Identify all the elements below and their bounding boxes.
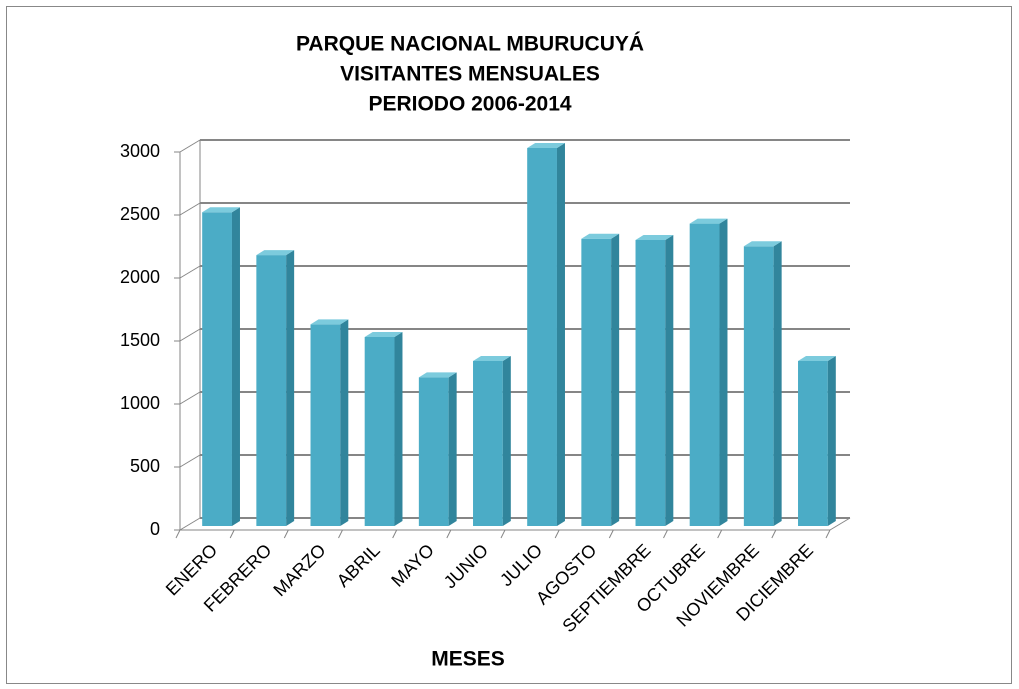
bar-side (611, 233, 620, 526)
bar-front (310, 324, 341, 526)
y-tick-label: 1500 (120, 330, 160, 350)
x-tick (825, 529, 831, 539)
y-tick-label: 2000 (120, 267, 160, 287)
bar-side (556, 143, 565, 526)
bar (256, 250, 295, 526)
bar-top (635, 234, 674, 240)
grid-line-side (179, 328, 201, 342)
bar (202, 207, 240, 526)
x-tick (338, 529, 343, 539)
x-axis-label: MESES (431, 648, 505, 671)
bar (743, 241, 782, 526)
bar-top (581, 233, 620, 239)
bar-side (340, 319, 349, 526)
bar-front (689, 223, 720, 526)
x-tick (663, 529, 668, 539)
bar-top (202, 207, 240, 213)
grid-line-side (179, 139, 201, 153)
bar-top (689, 218, 728, 224)
bar-front (635, 239, 666, 527)
bar-side (502, 355, 511, 526)
floor-right (829, 517, 851, 531)
bar-front (743, 246, 774, 526)
x-tick (771, 529, 777, 539)
bar (310, 319, 349, 526)
bar-side (394, 332, 403, 526)
y-tick-label: 0 (150, 519, 160, 539)
x-tick (229, 529, 235, 539)
bar-top (798, 355, 836, 361)
bar-front (418, 377, 449, 526)
grid-line-side (179, 202, 201, 216)
bar-front (581, 238, 612, 526)
bar-side (773, 241, 782, 526)
bar (635, 234, 674, 527)
bar-side (286, 250, 295, 526)
bar (581, 233, 620, 526)
bar-top (418, 372, 457, 378)
bar-front (798, 360, 828, 526)
grid-line-side (179, 517, 201, 531)
chart-title: PARQUE NACIONAL MBURUCUYÁ (296, 33, 644, 56)
bar (473, 355, 511, 526)
y-tick-label: 2500 (120, 204, 160, 224)
bar (527, 143, 565, 526)
bar-top (364, 332, 403, 337)
y-tick-label: 500 (130, 456, 160, 476)
x-tick (717, 529, 723, 539)
chart-border (6, 6, 1012, 684)
grid-line-side (179, 454, 201, 468)
y-tick-label: 3000 (120, 141, 160, 161)
bar (689, 218, 728, 526)
bar-side (665, 234, 674, 527)
bar-top (473, 355, 511, 361)
bar-top (256, 250, 295, 256)
bar-side (231, 207, 240, 526)
bar-side (719, 218, 728, 526)
bar-top (743, 241, 782, 247)
x-tick (283, 529, 289, 539)
bar-front (202, 212, 232, 526)
bar-side (448, 372, 457, 526)
x-tick (500, 529, 506, 539)
bar-front (256, 255, 287, 526)
bar-top (310, 319, 349, 325)
grid-line-side (179, 265, 201, 279)
bar (798, 355, 836, 526)
y-tick-label: 1000 (120, 393, 160, 413)
chart-title: VISITANTES MENSUALES (340, 63, 600, 86)
x-tick (175, 529, 181, 539)
bar (364, 332, 403, 526)
x-tick (608, 529, 614, 539)
x-tick (392, 529, 398, 539)
x-tick (554, 529, 560, 539)
bar-front (527, 148, 557, 526)
bar (418, 372, 457, 526)
grid-line-side (179, 391, 201, 405)
chart-title: PERIODO 2006-2014 (368, 93, 571, 116)
bar-side (827, 355, 836, 526)
bar-top (527, 143, 565, 148)
bar-front (473, 360, 503, 526)
x-tick (446, 529, 452, 539)
bar-front (364, 337, 395, 526)
